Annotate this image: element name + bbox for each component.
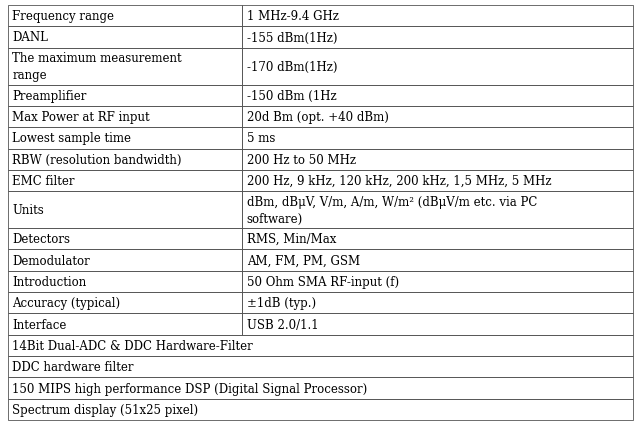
Text: Frequency range: Frequency range [12, 10, 114, 23]
Bar [8, 377, 633, 399]
Text: EMC filter: EMC filter [12, 175, 75, 187]
Bar [8, 292, 242, 314]
Text: 50 Ohm SMA RF-input (f): 50 Ohm SMA RF-input (f) [247, 275, 399, 288]
Bar [242, 314, 633, 335]
Text: -155 dBm(1Hz): -155 dBm(1Hz) [247, 32, 337, 44]
Text: -150 dBm (1Hz: -150 dBm (1Hz [247, 89, 337, 102]
Bar [8, 85, 242, 106]
Bar [8, 335, 633, 356]
Text: Accuracy (typical): Accuracy (typical) [12, 296, 121, 309]
Bar [242, 271, 633, 292]
Bar [242, 6, 633, 27]
Text: Spectrum display (51x25 pixel): Spectrum display (51x25 pixel) [12, 403, 199, 416]
Text: RBW (resolution bandwidth): RBW (resolution bandwidth) [12, 153, 182, 166]
Text: ±1dB (typ.): ±1dB (typ.) [247, 296, 316, 309]
Text: dBm, dBμV, V/m, A/m, W/m² (dBμV/m etc. via PC
software): dBm, dBμV, V/m, A/m, W/m² (dBμV/m etc. v… [247, 195, 537, 225]
Bar [242, 49, 633, 85]
Text: Lowest sample time: Lowest sample time [12, 132, 131, 145]
Bar [8, 170, 242, 192]
Text: Introduction: Introduction [12, 275, 87, 288]
Text: DANL: DANL [12, 32, 48, 44]
Bar [8, 6, 242, 27]
Bar [242, 170, 633, 192]
Bar [242, 128, 633, 149]
Bar [8, 271, 242, 292]
Text: Units: Units [12, 204, 44, 216]
Text: -170 dBm(1Hz): -170 dBm(1Hz) [247, 60, 337, 73]
Bar [8, 314, 242, 335]
Text: Max Power at RF input: Max Power at RF input [12, 111, 150, 124]
Text: AM, FM, PM, GSM: AM, FM, PM, GSM [247, 254, 360, 267]
Text: 200 Hz to 50 MHz: 200 Hz to 50 MHz [247, 153, 356, 166]
Bar [242, 27, 633, 49]
Bar [242, 192, 633, 228]
Bar [242, 149, 633, 170]
Bar [242, 292, 633, 314]
Bar [8, 106, 242, 128]
Bar [242, 85, 633, 106]
Text: 200 Hz, 9 kHz, 120 kHz, 200 kHz, 1,5 MHz, 5 MHz: 200 Hz, 9 kHz, 120 kHz, 200 kHz, 1,5 MHz… [247, 175, 551, 187]
Bar [242, 228, 633, 250]
Bar [242, 106, 633, 128]
Text: RMS, Min/Max: RMS, Min/Max [247, 233, 336, 246]
Bar [8, 49, 242, 85]
Text: 14Bit Dual-ADC & DDC Hardware-Filter: 14Bit Dual-ADC & DDC Hardware-Filter [12, 339, 253, 352]
Bar [8, 128, 242, 149]
Bar [242, 250, 633, 271]
Text: 150 MIPS high performance DSP (Digital Signal Processor): 150 MIPS high performance DSP (Digital S… [12, 382, 368, 394]
Text: Detectors: Detectors [12, 233, 71, 246]
Text: The maximum measurement
range: The maximum measurement range [12, 52, 182, 82]
Bar [8, 228, 242, 250]
Text: 20d Bm (opt. +40 dBm): 20d Bm (opt. +40 dBm) [247, 111, 388, 124]
Bar [8, 149, 242, 170]
Bar [8, 399, 633, 420]
Bar [8, 192, 242, 228]
Text: Demodulator: Demodulator [12, 254, 90, 267]
Bar [8, 356, 633, 377]
Bar [8, 250, 242, 271]
Text: DDC hardware filter: DDC hardware filter [12, 360, 134, 373]
Bar [8, 27, 242, 49]
Text: 5 ms: 5 ms [247, 132, 275, 145]
Text: Interface: Interface [12, 318, 67, 331]
Text: 1 MHz-9.4 GHz: 1 MHz-9.4 GHz [247, 10, 338, 23]
Text: Preamplifier: Preamplifier [12, 89, 87, 102]
Text: USB 2.0/1.1: USB 2.0/1.1 [247, 318, 319, 331]
